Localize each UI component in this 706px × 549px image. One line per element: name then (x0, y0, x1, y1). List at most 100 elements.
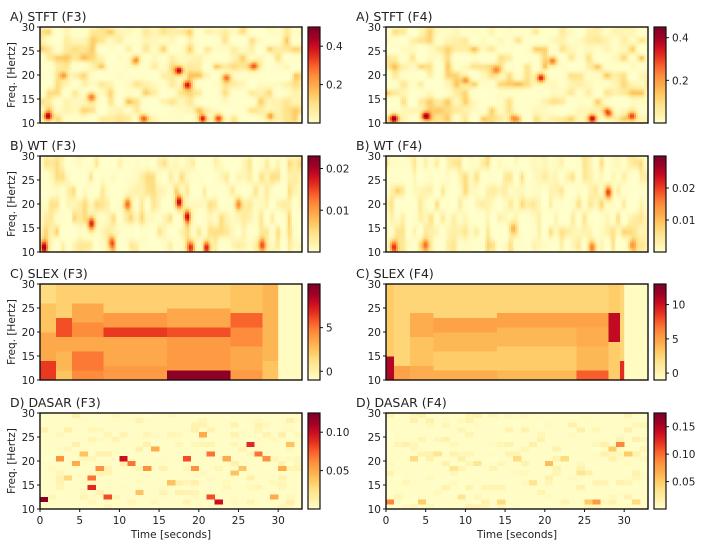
heatmap-stft-f4 (386, 27, 648, 123)
dasar-cell (246, 441, 255, 447)
slex-block (167, 336, 231, 352)
dasar-cell (584, 499, 593, 505)
y-tick-label: 15 (368, 94, 381, 106)
y-tick-label: 10 (368, 375, 381, 387)
slex-block (576, 327, 609, 347)
dasar-cell (182, 456, 192, 462)
heatmap-dasar-f4 (386, 413, 648, 509)
y-tick-label: 30 (22, 279, 35, 291)
y-tick-label: 20 (22, 327, 35, 339)
slex-block (409, 365, 434, 380)
y-tick-label: 10 (368, 504, 381, 516)
y-tick-label: 25 (368, 175, 381, 187)
slex-block (167, 308, 231, 328)
y-axis-label: Freq. [Hertz] (6, 42, 18, 108)
colorbar-tick-label: 0.01 (326, 205, 349, 217)
colorbar-tick-label: 0.2 (672, 75, 689, 87)
slex-block (262, 284, 279, 362)
slex-block (620, 284, 625, 362)
colorbar-stft-f4: 0.2 0.4 (653, 26, 689, 124)
slex-block (576, 284, 609, 314)
colorbar-tick-label: 0.2 (326, 80, 343, 92)
slex-block (167, 370, 231, 380)
dasar-cell (473, 461, 482, 467)
y-tick-label: 25 (22, 46, 35, 58)
dasar-cell (632, 499, 641, 505)
x-tick-label: 10 (459, 515, 472, 527)
slex-block (103, 346, 168, 366)
y-tick-label: 30 (368, 151, 381, 163)
slex-block (576, 346, 609, 371)
y-tick-label: 20 (368, 456, 381, 468)
heatmap-dasar-f3 (40, 413, 302, 509)
colorbar-tick-label: 0.10 (672, 449, 695, 461)
slex-block (608, 284, 621, 314)
dasar-cell (513, 456, 522, 462)
x-tick-label: 20 (192, 515, 205, 527)
y-tick-label: 20 (368, 199, 381, 211)
dasar-cell (560, 456, 569, 462)
colorbar-tick-label: 0 (326, 366, 333, 378)
y-tick-label: 10 (22, 375, 35, 387)
y-tick-label: 30 (368, 279, 381, 291)
slex-block (393, 365, 411, 380)
slex-block (71, 351, 104, 371)
y-tick-label: 15 (22, 351, 35, 363)
colorbar-tick-label: 0.02 (326, 164, 349, 176)
slex-block (167, 351, 231, 371)
slex-block (576, 312, 609, 328)
slex-block (40, 332, 57, 362)
panel-stft-f4: A) STFT (F4) 10 15 20 25 30 0.2 0.4 (356, 9, 689, 130)
slex-block (608, 341, 621, 380)
dasar-cell (238, 465, 247, 471)
panel-title: D) DASAR (F3) (10, 395, 101, 410)
colorbar-tick-label: 0.01 (672, 215, 695, 227)
slex-block (167, 327, 231, 338)
dasar-cell (386, 499, 395, 505)
colorbar-stft-f3: 0.2 0.4 (307, 26, 343, 124)
x-tick-label: 5 (76, 515, 83, 527)
dasar-cell (190, 465, 200, 471)
slex-block (409, 336, 434, 366)
y-tick-label: 20 (368, 327, 381, 339)
y-tick-label: 15 (22, 94, 35, 106)
heatmap-slex-f3 (40, 284, 302, 380)
dasar-cell (417, 499, 426, 505)
panel-dasar-f3: D) DASAR (F3) 10 15 20 25 30 Freq. [Hertz] 0 5 10… (6, 395, 349, 541)
dasar-cell (528, 480, 538, 486)
slex-block (71, 322, 104, 338)
slex-block (409, 284, 434, 314)
slex-block (433, 332, 498, 352)
heatmap-wt-f3 (40, 156, 302, 252)
slex-block (103, 327, 168, 338)
x-axis-label: Time [seconds] (130, 529, 211, 541)
dasar-cell (119, 456, 128, 462)
dasar-cell (449, 465, 458, 471)
dasar-cell (206, 494, 215, 500)
colorbar-tick-label: 0.4 (672, 33, 689, 45)
dasar-cell (262, 456, 271, 462)
y-tick-label: 30 (22, 22, 35, 34)
heatmap-slex-f4 (386, 284, 648, 380)
slex-block (230, 284, 263, 314)
dasar-cell (270, 494, 279, 500)
dasar-cell (409, 456, 419, 462)
slex-block (433, 351, 498, 371)
slex-block (55, 336, 73, 352)
slex-block (433, 284, 498, 318)
panel-title: C) SLEX (F3) (10, 266, 88, 281)
slex-block (230, 312, 263, 328)
slex-block (230, 327, 263, 347)
slex-block (55, 317, 73, 338)
slex-block (409, 312, 434, 338)
dasar-cell (592, 499, 601, 505)
x-tick-label: 30 (271, 515, 284, 527)
colorbar-wt-f4: 0.01 0.02 (653, 155, 695, 253)
colorbar-tick-label: 5 (672, 334, 679, 346)
dasar-cell (214, 499, 223, 505)
y-tick-label: 20 (22, 70, 35, 82)
slex-block (620, 360, 625, 380)
